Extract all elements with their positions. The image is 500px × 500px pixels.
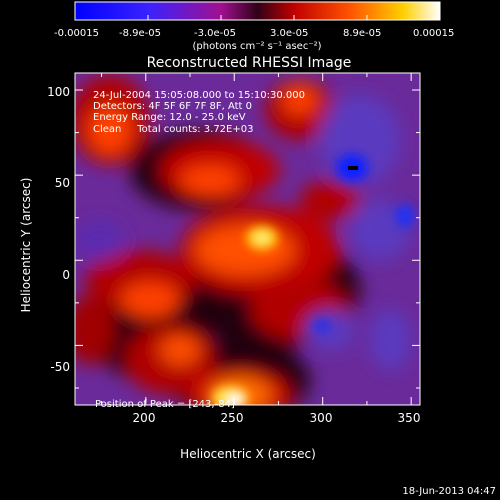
colorbar: -0.00015 -8.9e-05 -3.0e-05 3.0e-05 8.9e-…: [54, 1, 454, 52]
x-tick-label: 300: [310, 411, 333, 425]
x-tick-label: 250: [221, 411, 244, 425]
flux-minimum-marker: [348, 166, 358, 170]
y-tick-label: 100: [47, 85, 70, 99]
annotation-time-range: 24-Jul-2004 15:05:08.000 to 15:10:30.000: [93, 90, 305, 101]
x-tick-label: 200: [133, 411, 156, 425]
axis-ticks: [75, 73, 420, 405]
colorbar-tick-label: 8.9e-05: [343, 28, 381, 39]
annotation-detectors: Detectors: 4F 5F 6F 7F 8F, Att 0: [93, 101, 252, 112]
colorbar-gradient: [74, 1, 441, 21]
x-axis-label: Heliocentric X (arcsec): [180, 447, 316, 461]
image-panel: [75, 73, 420, 405]
annotation-clean-counts: Clean Total counts: 3.72E+03: [93, 124, 253, 135]
footer-date: 18-Jun-2013 04:47: [402, 486, 496, 497]
y-tick-label: 50: [55, 176, 70, 190]
colorbar-tick-label: -0.00015: [54, 28, 99, 39]
colorbar-units: (photons cm⁻² s⁻¹ asec⁻²): [192, 41, 321, 52]
plot-frame: [74, 72, 421, 406]
y-tick-label: -50: [50, 360, 70, 374]
y-axis-label: Heliocentric Y (arcsec): [19, 178, 33, 313]
colorbar-tick-label: -8.9e-05: [119, 28, 161, 39]
y-tick-label: 0: [62, 268, 70, 282]
x-tick-label: 350: [398, 411, 421, 425]
colorbar-tick-label: 3.0e-05: [270, 28, 308, 39]
colorbar-tick-label: -3.0e-05: [194, 28, 236, 39]
annotation-block: 24-Jul-2004 15:05:08.000 to 15:10:30.000…: [93, 90, 305, 135]
plot-title: Reconstructed RHESSI Image: [147, 55, 352, 71]
colorbar-tick-label: 0.00015: [413, 28, 454, 39]
annotation-peak-position: Position of Peak = [243,-84]: [95, 399, 235, 410]
annotation-energy-range: Energy Range: 12.0 - 25.0 keV: [93, 112, 246, 123]
